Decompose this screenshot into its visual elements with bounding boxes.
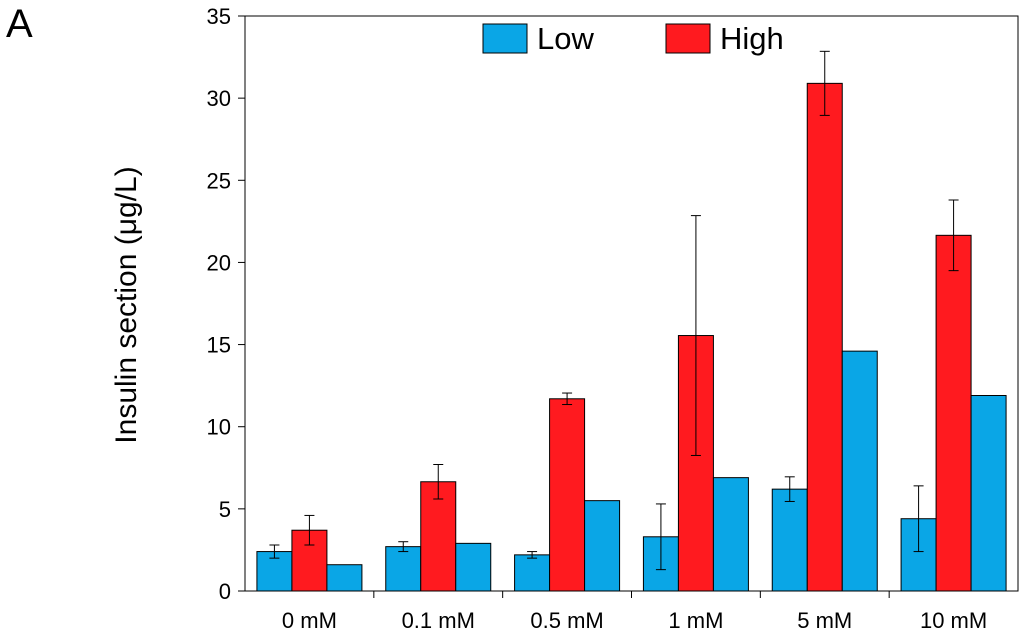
bar xyxy=(771,488,808,592)
legend-label: Low xyxy=(537,21,594,56)
bar xyxy=(900,518,937,592)
bar xyxy=(841,350,878,592)
y-tick-label: 20 xyxy=(207,250,231,275)
y-tick-label: 25 xyxy=(207,168,231,193)
bar xyxy=(514,554,551,592)
y-tick-label: 30 xyxy=(207,86,231,111)
error-bars xyxy=(269,50,959,571)
x-tick-label: 1 mM xyxy=(668,608,723,633)
panel-label: A xyxy=(6,2,33,46)
x-tick-label: 0 mM xyxy=(282,608,337,633)
x-tick-label: 0.1 mM xyxy=(402,608,475,633)
bar xyxy=(420,481,457,592)
plot-frame xyxy=(244,15,1019,592)
bars xyxy=(256,82,1007,592)
x-axis: 0 mM 0.1 mM 0.5 mM 1 mM 5 mM 10 mM xyxy=(282,591,987,633)
legend-swatch xyxy=(665,23,711,54)
bar xyxy=(970,395,1007,592)
y-tick-label: 10 xyxy=(207,415,231,440)
bar xyxy=(385,546,422,592)
legend-swatch xyxy=(482,23,528,54)
x-tick-label: 0.5 mM xyxy=(530,608,603,633)
y-tick-label: 5 xyxy=(219,497,231,522)
legend-label: High xyxy=(720,21,784,56)
y-tick-label: 15 xyxy=(207,333,231,358)
bar xyxy=(584,500,621,592)
y-tick-label: 35 xyxy=(207,4,231,29)
x-tick-label: 5 mM xyxy=(797,608,852,633)
x-tick-label: 10 mM xyxy=(920,608,987,633)
bar xyxy=(549,398,586,592)
bar xyxy=(455,542,492,592)
bar xyxy=(256,551,293,592)
bar xyxy=(935,234,972,592)
y-axis: 0 5 10 15 20 25 30 35 xyxy=(207,4,245,604)
y-tick-label: 0 xyxy=(219,579,231,604)
bar xyxy=(326,564,363,592)
legend: Low High xyxy=(482,21,784,56)
bar xyxy=(712,477,749,592)
bar xyxy=(806,82,843,592)
plot-border xyxy=(244,15,1019,592)
y-axis-title: Insulin section (μg/L) xyxy=(110,166,143,443)
